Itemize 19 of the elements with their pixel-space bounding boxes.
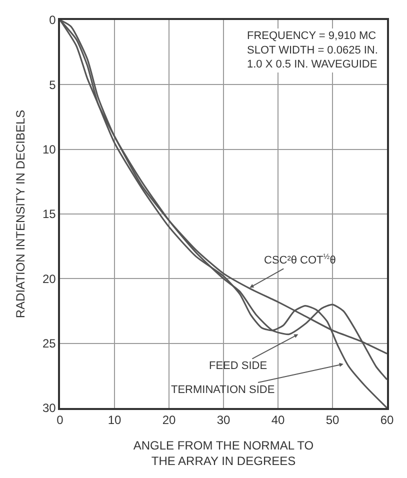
annotation: TERMINATION SIDE <box>171 384 275 396</box>
annotation: FREQUENCY = 9,910 MC SLOT WIDTH = 0.0625 IN. 1.0 X 0.5 IN. WAVEGUIDE <box>247 30 378 71</box>
annotation: FEED SIDE <box>209 360 268 372</box>
y-tick-label: 30 <box>42 401 56 416</box>
x-tick-label: 10 <box>108 413 122 428</box>
y-tick-label: 20 <box>42 272 56 286</box>
x-tick-label: 30 <box>216 413 230 428</box>
x-tick-label: 50 <box>326 413 340 428</box>
y-tick-label: 15 <box>42 207 56 222</box>
y-tick-label: 0 <box>49 13 56 28</box>
x-axis-title: ANGLE FROM THE NORMAL TO THE ARRAY IN DEGREES <box>133 438 314 468</box>
annotation: CSC²θ COT$^{½}$θ <box>264 252 336 267</box>
y-axis-title: RADIATION INTENSITY IN DECIBELS <box>13 110 28 318</box>
y-tick-label: 25 <box>42 336 56 351</box>
x-tick-label: 20 <box>162 413 176 428</box>
x-tick-label: 60 <box>380 413 394 428</box>
y-tick-label: 10 <box>42 142 56 157</box>
y-tick-label: 5 <box>49 78 56 92</box>
x-tick-label: 40 <box>271 413 285 428</box>
